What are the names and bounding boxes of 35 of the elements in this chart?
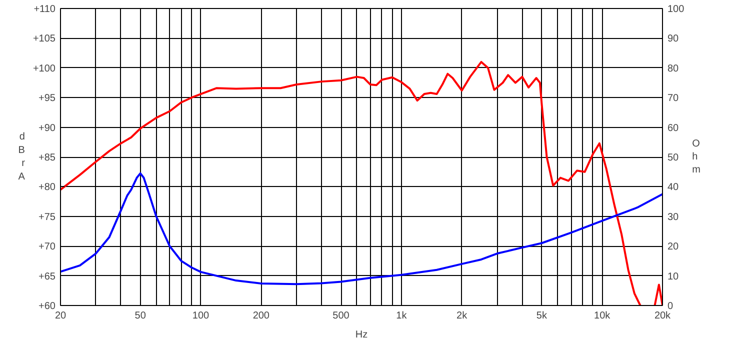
y-tick-label: +105	[32, 34, 56, 45]
y2-tick-label: 40	[668, 182, 680, 194]
x-tick-label: 1k	[396, 310, 408, 322]
y-tick-label: +65	[38, 271, 56, 282]
y2-tick-label: 90	[668, 34, 680, 45]
x-tick-label: 500	[332, 310, 350, 322]
y-tick-label: +80	[38, 182, 56, 194]
y2-tick-label: 20	[668, 242, 680, 253]
y2-tick-label: 80	[668, 63, 680, 74]
x-tick-label: 100	[192, 310, 210, 322]
y-tick-label: +85	[38, 152, 56, 164]
y2-tick-label: 60	[668, 122, 680, 134]
y2-axis-title: Ohm	[692, 138, 701, 176]
y-tick-label: +60	[38, 301, 56, 312]
x-tick-label: 5k	[536, 310, 548, 322]
y2-tick-label: 70	[668, 93, 680, 104]
y2-tick-label: 50	[668, 152, 680, 164]
y2-tick-label: 30	[668, 212, 680, 223]
y-tick-label: +100	[32, 63, 56, 74]
y2-tick-label: 100	[668, 4, 685, 15]
y-tick-label: +110	[34, 4, 56, 15]
x-tick-label: 2k	[456, 310, 468, 322]
y-tick-label: +95	[38, 93, 56, 104]
y2-tick-label: 10	[668, 271, 680, 282]
x-tick-label: 10k	[594, 310, 612, 322]
y-tick-label: +70	[38, 242, 56, 253]
x-tick-label: 20	[54, 310, 66, 322]
x-tick-label: 20k	[654, 310, 672, 322]
y-tick-label: +90	[38, 122, 56, 134]
y-tick-label: +75	[38, 212, 56, 223]
y2-tick-label: 0	[668, 301, 674, 312]
x-axis-title: Hz	[355, 330, 368, 340]
y-axis-title: dBrA	[18, 132, 26, 182]
x-tick-label: 200	[252, 310, 270, 322]
x-tick-label: 50	[134, 310, 146, 322]
